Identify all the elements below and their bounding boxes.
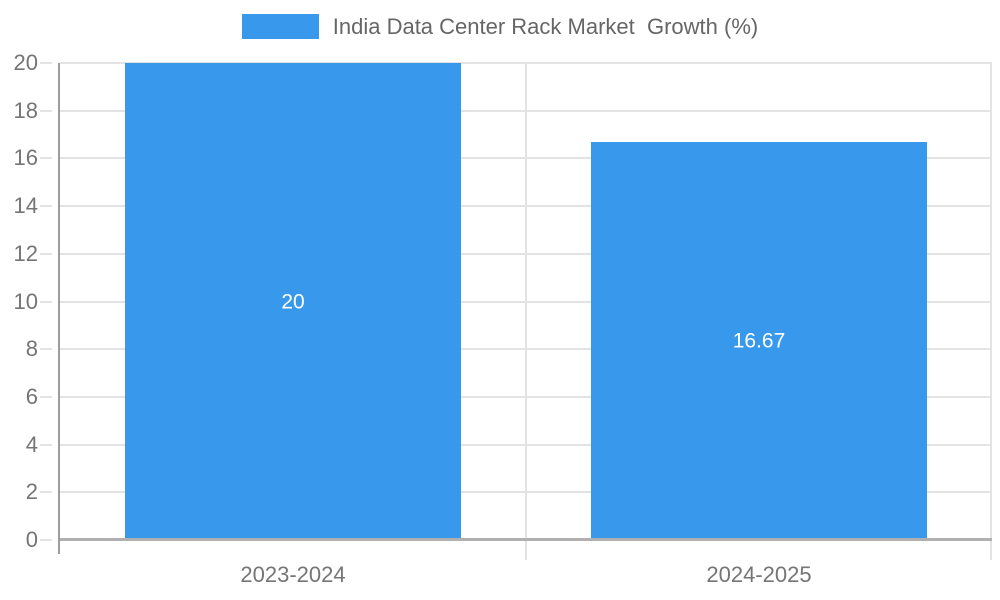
x-axis: 2023-2024 2024-2025 [60,552,992,592]
y-tick-mark [40,300,52,303]
y-tick-mark [40,491,52,494]
y-tick-label: 0 [25,527,38,552]
y-tick-mark [40,395,52,398]
legend-label: India Data Center Rack Market Growth (%) [332,14,759,39]
y-tick-label: 14 [13,193,38,219]
y-tick-mark [40,205,52,208]
y-tick-mark [40,443,52,446]
y-tick-label: 6 [25,383,38,409]
y-tick-mark [40,252,52,255]
y-tick-mark [40,539,52,541]
x-tick-label: 2024-2025 [706,562,812,587]
x-tick-label: 2023-2024 [240,562,346,587]
y-tick-label: 12 [13,240,38,266]
y-tick-label: 2 [25,479,38,505]
plot-right-border [990,63,992,560]
y-tick-mark [40,157,52,160]
y-tick-label: 10 [13,288,38,314]
bar[interactable]: 16.67 [591,142,927,540]
y-tick-label: 20 [13,50,38,75]
bar-value-label: 16.67 [732,329,786,353]
y-tick-label: 16 [13,145,38,171]
plot-area: 20 16.67 [60,62,992,560]
bar[interactable]: 20 [125,63,461,540]
legend[interactable]: India Data Center Rack Market Growth (%) [0,14,1000,39]
category-divider [525,63,527,560]
y-tick-mark [40,109,52,112]
y-tick-mark [40,62,52,64]
y-tick-label: 8 [25,336,38,362]
y-axis-line [58,63,60,554]
x-axis-baseline [60,538,992,541]
y-tick-label: 4 [25,431,38,457]
legend-swatch [241,14,319,39]
y-tick-mark [40,348,52,351]
y-axis: 0 2 4 6 8 10 12 14 16 18 20 [0,52,60,551]
y-tick-label: 18 [13,97,38,123]
bar-value-label: 20 [281,290,305,313]
